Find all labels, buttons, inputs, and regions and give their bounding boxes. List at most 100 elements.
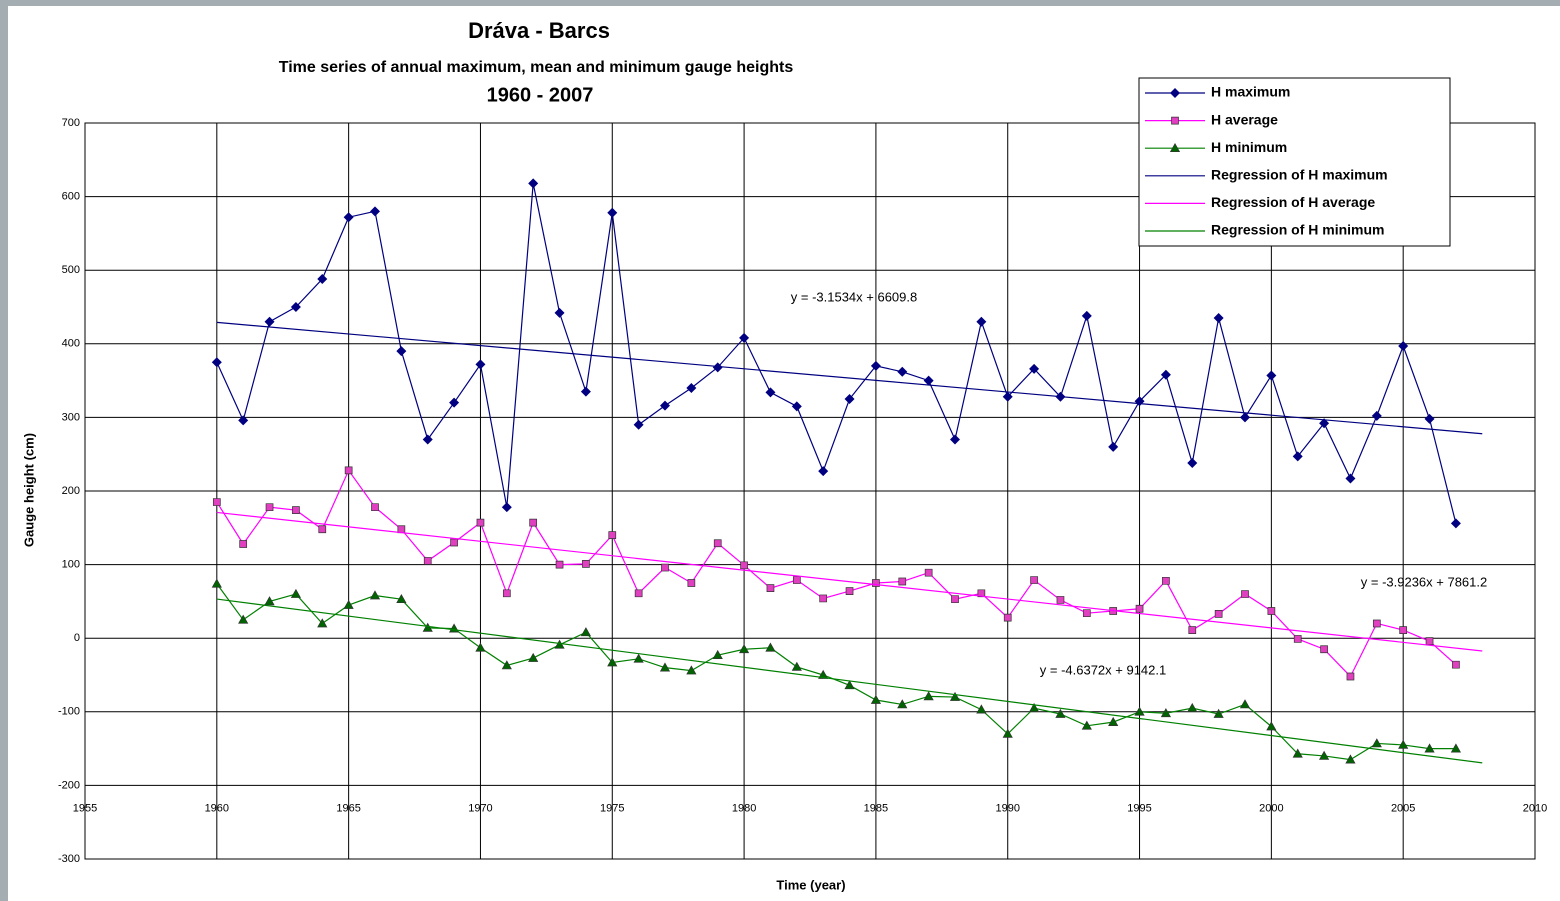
marker xyxy=(1345,473,1356,484)
marker xyxy=(1188,626,1197,634)
marker xyxy=(211,357,222,368)
x-axis-label: Time (year) xyxy=(776,877,845,892)
marker xyxy=(1162,576,1170,585)
marker xyxy=(318,525,327,534)
marker xyxy=(765,642,776,652)
marker xyxy=(1371,410,1382,421)
legend-label: Regression of H average xyxy=(1211,194,1375,210)
marker xyxy=(844,680,855,690)
marker xyxy=(501,660,512,670)
marker xyxy=(1345,754,1356,764)
marker xyxy=(422,434,433,445)
marker xyxy=(660,400,670,411)
series-line xyxy=(216,321,1483,435)
marker xyxy=(819,594,828,603)
marker xyxy=(1398,739,1409,749)
marker xyxy=(317,618,328,628)
marker xyxy=(1398,341,1409,352)
marker xyxy=(1108,441,1119,452)
marker xyxy=(397,525,406,534)
x-tick-label: 1995 xyxy=(1127,802,1151,814)
y-tick-label: -300 xyxy=(58,853,80,865)
marker xyxy=(1293,635,1302,643)
marker xyxy=(1452,660,1460,669)
marker xyxy=(1318,750,1330,760)
y-tick-label: -100 xyxy=(58,706,80,718)
marker xyxy=(1267,607,1276,615)
marker xyxy=(1240,412,1250,423)
marker xyxy=(1002,728,1013,738)
marker xyxy=(1029,363,1040,374)
marker xyxy=(607,657,618,667)
marker xyxy=(501,502,512,513)
marker xyxy=(1003,613,1012,622)
marker xyxy=(870,360,881,371)
marker xyxy=(661,563,669,572)
marker xyxy=(423,557,432,565)
marker xyxy=(475,642,486,652)
marker xyxy=(844,394,855,404)
marker xyxy=(1081,310,1092,321)
marker xyxy=(292,506,300,514)
marker xyxy=(634,589,643,598)
y-axis-label: Gauge height (cm) xyxy=(21,433,36,547)
marker xyxy=(1424,743,1435,753)
marker xyxy=(1028,702,1040,712)
marker xyxy=(898,577,907,586)
legend-marker xyxy=(1169,142,1181,153)
marker xyxy=(1002,391,1013,402)
marker xyxy=(818,466,829,477)
marker xyxy=(580,386,591,397)
marker xyxy=(396,593,407,604)
marker xyxy=(554,307,565,318)
marker xyxy=(923,691,934,701)
marker xyxy=(238,614,249,624)
legend-label: H minimum xyxy=(1211,139,1287,155)
plot-border xyxy=(84,122,1536,860)
marker xyxy=(1187,458,1198,469)
marker xyxy=(659,662,671,672)
marker xyxy=(1239,699,1251,709)
marker xyxy=(265,503,274,512)
marker xyxy=(1371,738,1382,748)
annotation: y = -3.9236x + 7861.2 xyxy=(1361,574,1487,589)
marker xyxy=(1187,702,1198,712)
marker xyxy=(239,540,248,548)
marker xyxy=(1319,418,1330,429)
marker xyxy=(607,207,618,218)
marker xyxy=(738,644,750,654)
marker xyxy=(1424,413,1435,424)
marker xyxy=(344,466,353,475)
marker xyxy=(475,359,486,370)
y-tick-label: 700 xyxy=(62,117,80,129)
marker xyxy=(1081,720,1092,730)
x-tick-label: 1980 xyxy=(732,802,756,814)
y-tick-label: 0 xyxy=(74,632,80,644)
series-line xyxy=(216,511,1483,652)
legend-marker xyxy=(1170,88,1180,98)
marker xyxy=(369,590,381,600)
marker xyxy=(1266,721,1277,731)
legend-label: H maximum xyxy=(1211,84,1290,100)
x-tick-label: 1985 xyxy=(864,802,888,814)
marker xyxy=(343,212,354,223)
legend-marker xyxy=(1171,116,1179,125)
series-line xyxy=(216,183,1457,524)
y-tick-label: 500 xyxy=(62,264,80,276)
marker xyxy=(1055,708,1066,718)
marker xyxy=(580,627,592,637)
marker xyxy=(976,704,987,714)
marker xyxy=(897,366,908,377)
x-tick-label: 1975 xyxy=(600,802,624,814)
legend-box xyxy=(1138,77,1451,247)
marker xyxy=(712,649,723,659)
marker xyxy=(740,561,748,570)
marker xyxy=(1135,604,1144,613)
marker xyxy=(633,653,644,663)
marker xyxy=(1450,518,1461,529)
y-tick-label: 400 xyxy=(62,338,80,350)
marker xyxy=(1213,313,1224,324)
marker xyxy=(290,302,301,312)
y-tick-label: 200 xyxy=(62,485,80,497)
